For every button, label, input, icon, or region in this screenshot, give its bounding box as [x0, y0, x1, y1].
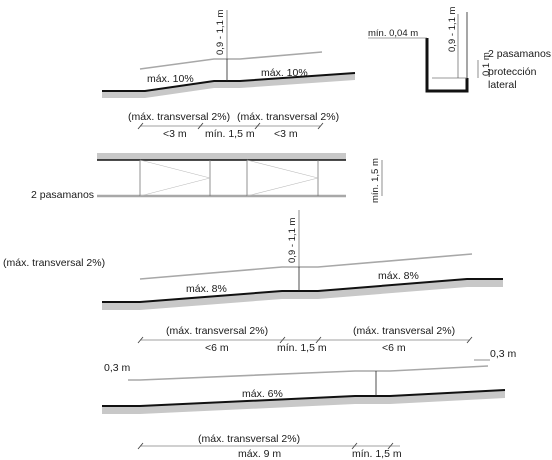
ramp-8-landing: mín. 1,5 m	[277, 342, 327, 354]
ramp-8-slope-left: máx. 8%	[186, 283, 227, 295]
ramp-6-landing: mín. 1,5 m	[352, 448, 402, 460]
ramp-8-elevation: (máx. transversal 2%) 0,9 - 1,1 m máx. 8…	[3, 210, 503, 354]
ramp-8-cross-slope-note: (máx. transversal 2%)	[3, 257, 105, 269]
ramp-8-height-label: 0,9 - 1,1 m	[287, 218, 298, 263]
ramp-10-height-label: 0,9 - 1,1 m	[215, 10, 226, 55]
ramp-8-dim-tick	[315, 336, 322, 344]
ramp-cross-section: mín. 0,04 m 0,9 - 1,1 m 0,1 m 2 pasamano…	[368, 7, 551, 93]
ramp-8-slope-right: máx. 8%	[378, 270, 419, 282]
ramp-8-dim-tick	[137, 336, 144, 344]
section-protection-label-2: lateral	[488, 79, 517, 91]
ramp-10-elevation: 0,9 - 1,1 m máx. 10% máx. 10% (máx. tran…	[102, 10, 356, 140]
ramp-6-extension-right: 0,3 m	[490, 348, 517, 360]
ramp-6-dim-tick	[137, 442, 144, 450]
section-handrails-label: 2 pasamanos	[488, 48, 551, 60]
ramp-10-dim-tick	[317, 122, 324, 130]
ramp-6-slope: máx. 6%	[242, 388, 283, 400]
ramp-10-dim-tick	[197, 122, 204, 130]
section-protection-label-1: protección	[488, 66, 537, 78]
plan-width-label: mín. 1,5 m	[370, 158, 381, 203]
ramp-8-dim-tick	[279, 336, 286, 344]
ramp-6-cross-slope: (máx. transversal 2%)	[198, 433, 300, 445]
section-channel	[425, 38, 469, 93]
ramp-8-handrail	[139, 253, 473, 280]
ramp-6-extension-left: 0,3 m	[104, 362, 131, 374]
ramp-6-dim-tick	[351, 442, 358, 450]
section-curb-label: 0,1 m	[481, 52, 492, 76]
plan-slope-arrow	[246, 177, 319, 197]
section-edge-clearance: mín. 0,04 m	[368, 28, 418, 39]
ramp-8-dim-tick	[466, 336, 473, 344]
ramp-8-run-right: <6 m	[382, 342, 406, 354]
ramp-10-run-left: <3 m	[163, 128, 187, 140]
plan-slope-arrow	[246, 159, 319, 179]
ramp-8-ground	[102, 279, 503, 310]
ramp-10-landing: mín. 1,5 m	[205, 128, 255, 140]
ramp-6-elevation: 0,3 m 0,3 m máx. 6% (máx. transversal 2%…	[102, 348, 517, 460]
plan-slope-arrow	[139, 159, 211, 179]
ramp-10-cross-slope-left: (máx. transversal 2%)	[128, 111, 230, 123]
ramp-10-cross-slope-right: (máx. transversal 2%)	[237, 111, 339, 123]
ramp-8-cross-slope-right: (máx. transversal 2%)	[353, 325, 455, 337]
ramp-8-cross-slope-left: (máx. transversal 2%)	[166, 325, 268, 337]
ramp-plan-view: 2 pasamanos mín. 1,5 m	[31, 153, 383, 203]
ramp-6-surface	[102, 389, 506, 407]
ramp-8-surface	[102, 278, 503, 303]
ramp-6-handrail	[128, 365, 489, 381]
plan-handrails-label: 2 pasamanos	[31, 189, 94, 201]
section-height-label: 0,9 - 1,1 m	[447, 7, 458, 52]
ramp-10-run-right: <3 m	[274, 128, 298, 140]
ramp-10-slope-right: máx. 10%	[261, 67, 308, 79]
ramp-8-run-left: <6 m	[205, 342, 229, 354]
ramp-10-ground	[102, 73, 355, 98]
ramp-10-dim-tick	[137, 122, 144, 130]
ramp-10-surface	[102, 72, 356, 92]
ramp-6-dim-tick	[387, 442, 394, 450]
ramp-6-run: máx. 9 m	[238, 448, 281, 460]
ramp-10-dim-tick	[254, 122, 261, 130]
ramp-10-slope-left: máx. 10%	[147, 73, 194, 85]
plan-slope-arrow	[139, 177, 211, 197]
plan-top-wall	[97, 153, 346, 160]
